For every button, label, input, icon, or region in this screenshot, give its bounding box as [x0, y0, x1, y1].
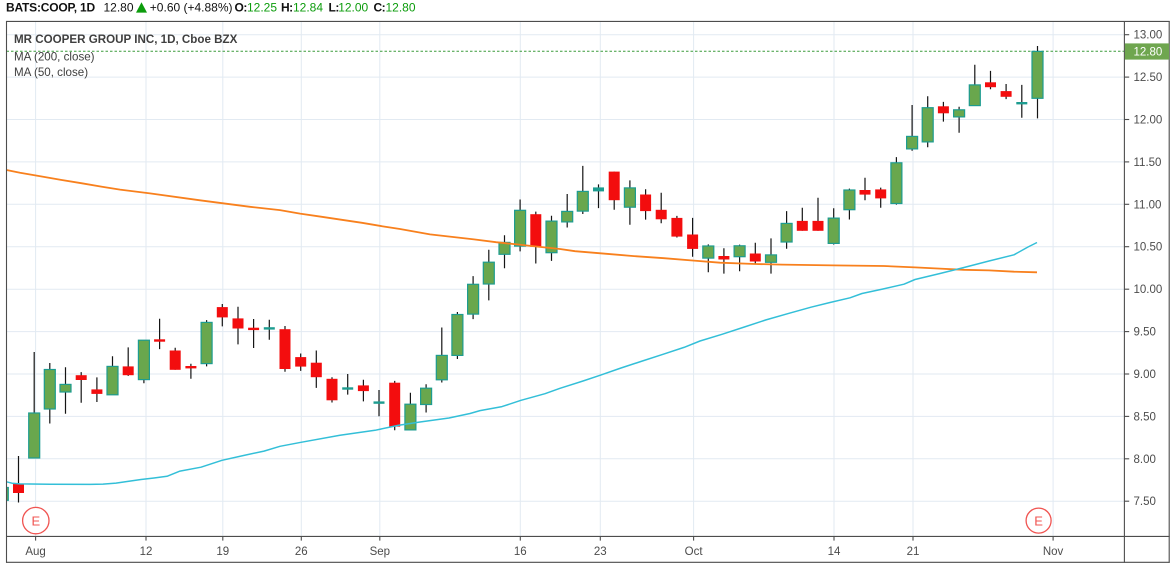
- svg-text:12.00: 12.00: [338, 1, 368, 15]
- svg-text:14: 14: [828, 546, 841, 558]
- svg-text:MA (50, close): MA (50, close): [14, 66, 88, 79]
- svg-text:+0.60 (+4.88%): +0.60 (+4.88%): [150, 1, 233, 15]
- svg-text:12.80: 12.80: [386, 1, 416, 15]
- svg-text:10.50: 10.50: [1134, 242, 1163, 254]
- svg-text:23: 23: [594, 546, 607, 558]
- svg-text:BATS:COOP, 1D: BATS:COOP, 1D: [6, 1, 96, 15]
- svg-text:C:: C:: [374, 1, 386, 15]
- svg-text:10.00: 10.00: [1134, 284, 1163, 296]
- svg-text:9.00: 9.00: [1134, 369, 1156, 381]
- svg-text:E: E: [31, 513, 40, 528]
- svg-text:12: 12: [140, 546, 153, 558]
- svg-text:19: 19: [216, 546, 229, 558]
- svg-text:9.50: 9.50: [1134, 327, 1156, 339]
- svg-text:L:: L:: [329, 1, 339, 15]
- svg-text:H:: H:: [281, 1, 293, 15]
- svg-text:Oct: Oct: [685, 546, 704, 558]
- svg-text:11.00: 11.00: [1134, 199, 1162, 211]
- svg-text:7.50: 7.50: [1134, 496, 1156, 508]
- svg-text:12.25: 12.25: [247, 1, 277, 15]
- svg-text:E: E: [1034, 513, 1043, 528]
- svg-text:11.50: 11.50: [1134, 157, 1162, 169]
- svg-text:MR COOPER GROUP INC, 1D, Cboe: MR COOPER GROUP INC, 1D, Cboe BZX: [14, 33, 238, 46]
- svg-text:26: 26: [295, 546, 308, 558]
- svg-text:12.80: 12.80: [104, 1, 134, 15]
- svg-text:Sep: Sep: [370, 546, 390, 558]
- svg-text:21: 21: [907, 546, 920, 558]
- svg-text:O:: O:: [235, 1, 247, 15]
- svg-text:16: 16: [514, 546, 527, 558]
- svg-text:13.00: 13.00: [1134, 30, 1163, 42]
- svg-text:Aug: Aug: [25, 546, 45, 558]
- svg-text:MA (200, close): MA (200, close): [14, 50, 95, 63]
- svg-text:12.50: 12.50: [1134, 72, 1163, 84]
- svg-text:Nov: Nov: [1043, 546, 1064, 558]
- svg-text:12.80: 12.80: [1134, 46, 1163, 58]
- svg-text:8.50: 8.50: [1134, 411, 1156, 423]
- svg-text:12.00: 12.00: [1134, 115, 1163, 127]
- svg-text:12.84: 12.84: [293, 1, 323, 15]
- svg-text:8.00: 8.00: [1134, 454, 1156, 466]
